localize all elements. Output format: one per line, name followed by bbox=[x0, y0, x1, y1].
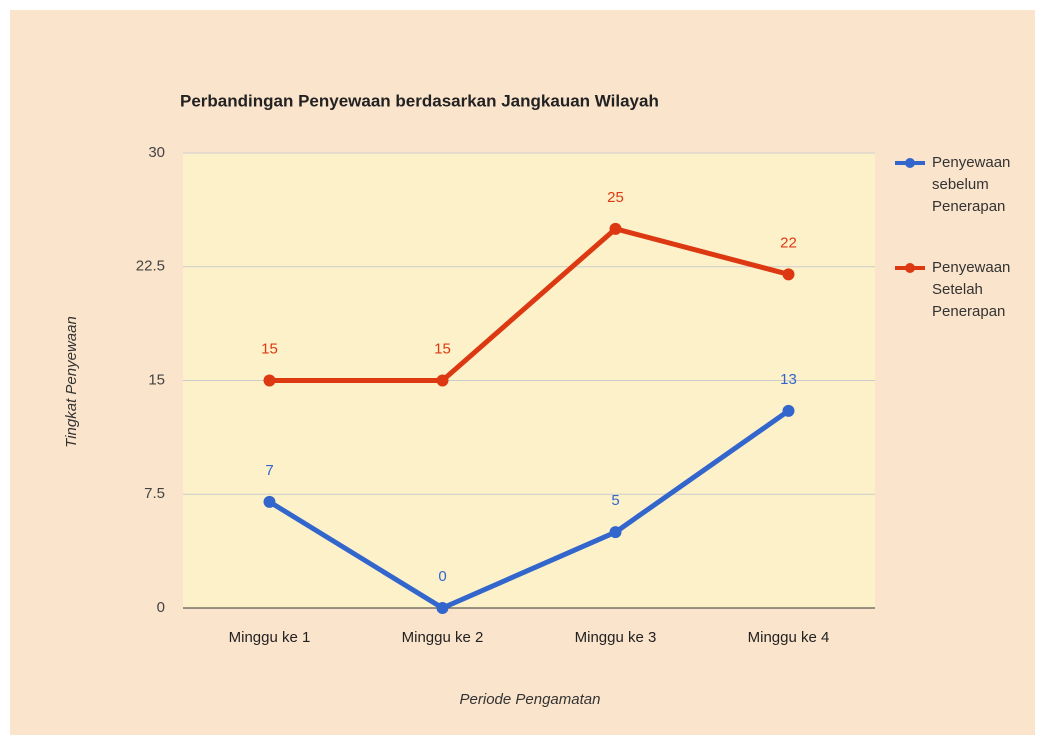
legend-swatch bbox=[895, 158, 925, 168]
series-line bbox=[269, 226, 790, 383]
legend-item: Penyewaan sebelum Penerapan bbox=[895, 152, 1035, 218]
data-label: 0 bbox=[438, 568, 446, 585]
x-tick-label: Minggu ke 2 bbox=[402, 629, 484, 646]
series-line bbox=[268, 408, 790, 611]
y-tick-label: 15 bbox=[148, 371, 165, 388]
legend-swatch bbox=[895, 263, 925, 273]
chart-title: Perbandingan Penyewaan berdasarkan Jangk… bbox=[180, 91, 659, 110]
data-label: 22 bbox=[780, 234, 797, 251]
data-label: 15 bbox=[434, 340, 451, 357]
y-tick-label: 30 bbox=[148, 144, 165, 161]
point bbox=[436, 602, 449, 614]
point bbox=[782, 404, 795, 417]
data-label: 5 bbox=[611, 492, 619, 509]
data-label: 13 bbox=[780, 371, 797, 388]
data-label: 25 bbox=[607, 189, 624, 206]
data-label: 7 bbox=[265, 462, 273, 479]
legend-label: Penyewaan Setelah Penerapan bbox=[932, 259, 1011, 320]
y-tick-label: 7.5 bbox=[144, 485, 165, 502]
point bbox=[263, 495, 276, 508]
point bbox=[436, 374, 449, 387]
data-label: 15 bbox=[261, 340, 278, 357]
y-tick-label: 22.5 bbox=[136, 258, 165, 275]
point bbox=[609, 222, 622, 235]
legend-label: Penyewaan sebelum Penerapan bbox=[932, 154, 1011, 215]
x-tick-label: Minggu ke 4 bbox=[748, 629, 830, 646]
point bbox=[609, 526, 622, 539]
point bbox=[263, 374, 276, 387]
y-axis-label: Tingkat Penyewaan bbox=[63, 316, 80, 448]
x-axis-label: Periode Pengamatan bbox=[460, 691, 601, 708]
x-tick-label: Minggu ke 3 bbox=[575, 629, 657, 646]
y-tick-label: 0 bbox=[157, 599, 165, 616]
x-tick-label: Minggu ke 1 bbox=[229, 629, 311, 646]
legend-item: Penyewaan Setelah Penerapan bbox=[895, 257, 1035, 323]
point bbox=[782, 268, 795, 281]
